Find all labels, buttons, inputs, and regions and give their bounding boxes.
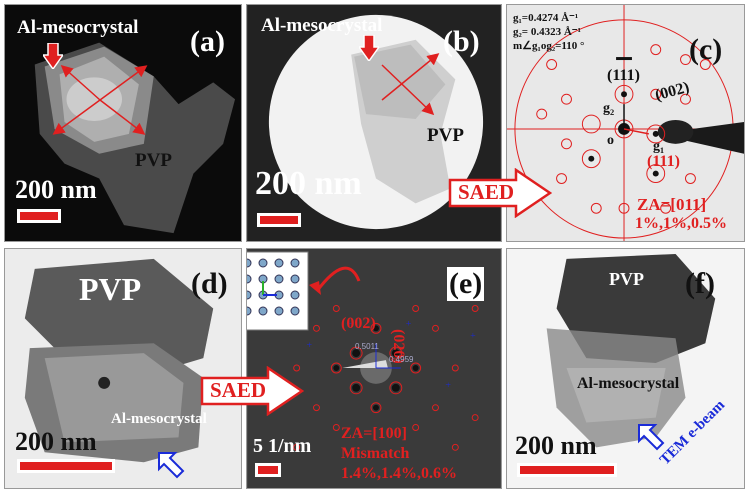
panel-c-o-label: o <box>607 133 614 148</box>
panel-d-material: PVP <box>79 271 142 307</box>
panel-c-g2: g₂= 0.4323 Å⁻¹ <box>513 26 581 38</box>
panel-e-idx-002: (002) <box>341 315 376 332</box>
panel-c-g1-label: g₁ <box>653 139 665 154</box>
panel-d-scale: 200 nm <box>15 427 97 456</box>
panel-c: g₁=0.4274 Å⁻¹ g₂= 0.4323 Å⁻¹ m∠g₁og₂=110… <box>506 4 745 242</box>
panel-b-scale: 200 nm <box>255 165 362 202</box>
panel-b-title: Al-mesocrystal <box>261 15 383 36</box>
svg-text:+: + <box>470 330 476 341</box>
down-arrow-icon <box>359 35 379 61</box>
panel-e-scalebar <box>255 463 281 477</box>
panel-a-scalebar <box>17 209 61 223</box>
panel-c-idx-111bar: (111) <box>607 67 640 84</box>
panel-b-letter: (b) <box>443 25 480 58</box>
svg-text:+: + <box>445 380 451 391</box>
panel-d-scalebar <box>17 459 115 473</box>
panel-b: Al-mesocrystal (b) PVP 200 nm <box>246 4 502 242</box>
panel-e-scale: 5 1/nm <box>253 435 312 457</box>
down-arrow-icon <box>43 43 63 69</box>
beam-arrow-icon <box>638 424 665 451</box>
panel-b-scalebar <box>257 213 301 227</box>
panel-f-letter: (f) <box>685 267 715 300</box>
panel-d-letter: (d) <box>191 267 228 300</box>
panel-e-saed: SAED <box>210 378 267 402</box>
panel-f-scale: 200 nm <box>515 431 597 460</box>
panel-a-letter: (a) <box>190 25 225 58</box>
tem-image-f <box>507 249 744 488</box>
panel-c-letter: (c) <box>689 33 723 66</box>
svg-text:+: + <box>406 318 412 329</box>
panel-d: PVP (d) Al-mesocrystal 200 nm <box>4 248 242 489</box>
svg-text:+: + <box>307 340 313 351</box>
panel-d-title: Al-mesocrystal <box>111 411 207 427</box>
panel-c-za: ZA=[011] <box>637 195 707 214</box>
panel-e-mismatch: 1.4%,1.4%,0.6% <box>341 465 457 482</box>
panel-a-title: Al-mesocrystal <box>17 17 139 38</box>
panel-c-mismatch: 1%,1%,0.5% <box>635 215 727 232</box>
tem-image-d <box>5 249 241 488</box>
panel-a-material: PVP <box>135 150 172 171</box>
panel-e: ++ ++ ++ (e) (002) (020) 0.5011 0.4959 5… <box>246 248 502 489</box>
panel-e-d1: 0.5011 <box>355 342 379 351</box>
panel-e-za: ZA=[100] <box>341 425 407 442</box>
lattice-model-inset <box>247 251 309 331</box>
crystal-axes-arrows <box>52 65 148 135</box>
curved-arrow-icon <box>309 266 361 295</box>
panel-f-material: PVP <box>609 269 644 289</box>
panel-c-g1: g₁=0.4274 Å⁻¹ <box>513 12 579 24</box>
panel-c-idx-111: (111) <box>647 153 680 170</box>
crystal-axes-arrows <box>381 53 440 116</box>
panel-c-saed: SAED <box>458 180 515 204</box>
panel-a-scale: 200 nm <box>15 175 97 204</box>
panel-f: PVP (f) Al-mesocrystal 200 nm TEM e-beam <box>506 248 745 489</box>
saed-pattern-c <box>507 5 744 241</box>
panel-e-letter: (e) <box>447 267 485 301</box>
panel-c-angle: m∠g₁og₂=110 ° <box>513 40 585 52</box>
saed-arrow-icon <box>200 366 304 416</box>
panel-a: Al-mesocrystal (a) PVP 200 nm <box>4 4 242 242</box>
beam-arrow-icon <box>158 452 185 479</box>
svg-text:+: + <box>346 318 352 329</box>
panel-b-material: PVP <box>427 125 464 146</box>
panel-f-title: Al-mesocrystal <box>577 375 680 392</box>
panel-e-mismatch-label: Mismatch <box>341 445 410 462</box>
panel-e-d2: 0.4959 <box>389 355 414 364</box>
saed-arrow-icon <box>448 168 552 218</box>
panel-f-scalebar <box>517 463 617 477</box>
panel-c-g2-label: g₂ <box>603 101 615 116</box>
